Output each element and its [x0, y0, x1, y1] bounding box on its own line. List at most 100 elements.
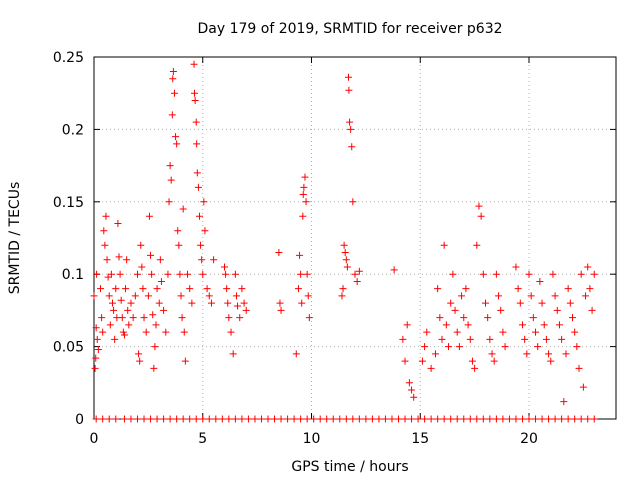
data-point — [181, 357, 189, 365]
data-point — [225, 314, 233, 322]
data-point — [584, 415, 592, 423]
data-point — [590, 415, 598, 423]
data-point — [251, 415, 259, 423]
data-point — [231, 415, 239, 423]
data-point — [104, 273, 112, 281]
data-point — [347, 125, 355, 133]
data-point — [93, 335, 101, 343]
data-point — [518, 415, 526, 423]
data-point — [514, 285, 522, 293]
data-point — [525, 270, 533, 278]
data-point — [348, 143, 356, 151]
data-point — [538, 415, 546, 423]
data-point — [418, 357, 426, 365]
data-point — [149, 311, 157, 319]
data-point — [194, 183, 202, 191]
data-point — [342, 256, 350, 264]
data-point — [299, 212, 307, 220]
data-point — [351, 270, 359, 278]
data-point — [405, 379, 413, 387]
data-point — [147, 415, 155, 423]
data-point — [586, 285, 594, 293]
x-tick-label: 5 — [198, 431, 207, 447]
data-point — [447, 299, 455, 307]
data-point — [336, 415, 344, 423]
data-point — [408, 386, 416, 394]
data-point — [105, 415, 113, 423]
data-point — [453, 328, 461, 336]
chart-title: Day 179 of 2019, SRMTID for receiver p63… — [197, 21, 502, 37]
data-point — [178, 314, 186, 322]
data-point — [304, 292, 312, 300]
data-point — [225, 415, 233, 423]
data-point — [222, 270, 230, 278]
data-point — [151, 343, 159, 351]
data-point — [169, 67, 177, 75]
data-point — [240, 299, 248, 307]
data-point — [582, 292, 590, 300]
data-point — [294, 285, 302, 293]
data-point — [512, 415, 520, 423]
data-point — [562, 350, 570, 358]
data-point — [564, 415, 572, 423]
data-point — [200, 198, 208, 206]
data-point — [118, 314, 126, 322]
data-point — [162, 328, 170, 336]
x-tick-label: 0 — [90, 431, 99, 447]
data-point — [564, 285, 572, 293]
data-point — [168, 111, 176, 119]
data-point — [458, 292, 466, 300]
data-point — [532, 328, 540, 336]
data-point — [460, 415, 468, 423]
data-point — [166, 415, 174, 423]
data-point — [342, 415, 350, 423]
data-point — [545, 350, 553, 358]
data-point — [277, 306, 285, 314]
data-point — [205, 415, 213, 423]
data-point — [512, 263, 520, 271]
data-point — [236, 314, 244, 322]
data-point — [90, 292, 98, 300]
data-point — [555, 321, 563, 329]
data-point — [190, 89, 198, 97]
y-axis: 0 0.05 0.1 0.15 0.2 0.25 — [53, 50, 616, 428]
data-point — [229, 350, 237, 358]
data-point — [390, 266, 398, 274]
data-point — [179, 205, 187, 213]
data-point — [455, 343, 463, 351]
data-point — [231, 270, 239, 278]
data-point — [460, 314, 468, 322]
data-point — [488, 350, 496, 358]
data-point — [338, 292, 346, 300]
plot-frame — [93, 56, 617, 420]
data-point — [495, 292, 503, 300]
data-point — [199, 415, 207, 423]
data-point — [558, 415, 566, 423]
data-point — [368, 415, 376, 423]
data-point — [471, 364, 479, 372]
data-point — [93, 270, 101, 278]
data-point — [468, 357, 476, 365]
data-point — [205, 292, 213, 300]
data-point — [427, 415, 435, 423]
data-point — [174, 227, 182, 235]
data-point — [115, 253, 123, 261]
data-point — [144, 292, 152, 300]
data-point — [193, 140, 201, 148]
data-point — [192, 415, 200, 423]
data-point — [140, 415, 148, 423]
data-point — [536, 277, 544, 285]
data-point — [199, 270, 207, 278]
data-point — [401, 357, 409, 365]
data-point — [551, 415, 559, 423]
data-point — [186, 415, 194, 423]
data-point — [427, 364, 435, 372]
data-point — [160, 415, 168, 423]
data-point — [117, 296, 125, 304]
data-point — [290, 415, 298, 423]
data-point — [473, 241, 481, 249]
data-point — [297, 415, 305, 423]
data-point — [534, 343, 542, 351]
data-point — [134, 415, 141, 423]
data-point — [175, 241, 183, 249]
